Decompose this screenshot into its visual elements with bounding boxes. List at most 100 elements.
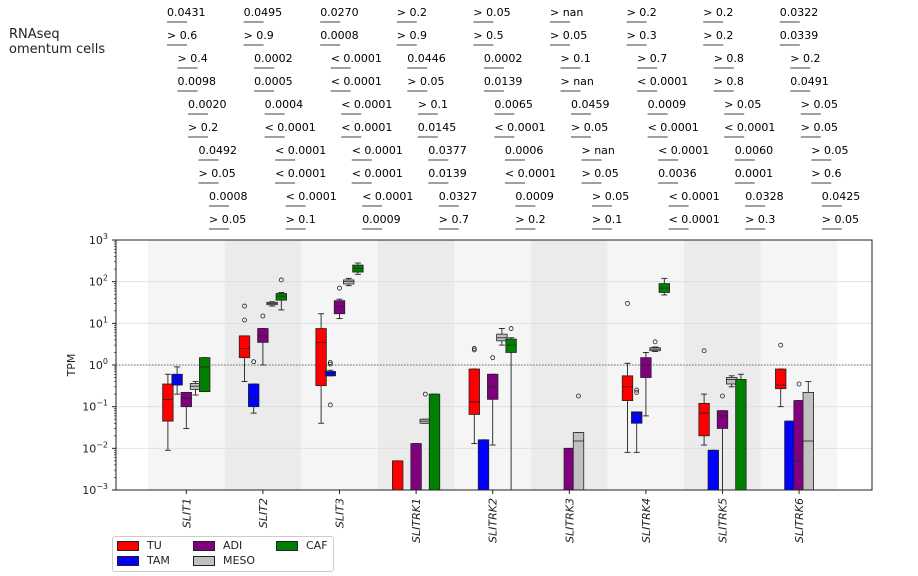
pvalue-slitrk5-9: > 0.3 — [745, 213, 775, 226]
pvalue-slitrk3-6: > nan — [582, 144, 615, 157]
box-body — [735, 379, 747, 491]
x-tick-label-slitrk5: SLITRK5 — [717, 498, 730, 543]
pvalue-slit1-7: > 0.05 — [199, 167, 236, 180]
pvalue-slit2-5: < 0.0001 — [265, 121, 316, 134]
box-body — [631, 411, 643, 424]
pvalue-slitrk5-1: > 0.2 — [703, 29, 733, 42]
pvalue-slitrk5-0: > 0.2 — [703, 6, 733, 19]
pvalue-slitrk3-3: > nan — [561, 75, 594, 88]
pvalue-slit1-6: 0.0492 — [199, 144, 238, 157]
outlier-0 — [634, 389, 640, 395]
pvalue-slit2-3: 0.0005 — [254, 75, 293, 88]
box-tu-slit1 — [162, 373, 174, 451]
pvalue-slitrk2-7: < 0.0001 — [505, 167, 556, 180]
y-tick-label-6: 103 — [89, 232, 108, 247]
pvalue-slitrk2-3: 0.0139 — [484, 75, 523, 88]
box-body — [315, 328, 327, 387]
box-body — [775, 368, 787, 390]
box-body — [180, 391, 192, 408]
box-body — [505, 338, 517, 353]
pvalue-slitrk6-7: > 0.6 — [811, 167, 841, 180]
box-tu-slit2 — [238, 303, 251, 383]
legend-label-caf: CAF — [306, 539, 328, 552]
outlier-0 — [327, 361, 333, 367]
pvalue-slitrk5-7: 0.0001 — [735, 167, 774, 180]
pvalue-slit3-4: < 0.0001 — [341, 98, 392, 111]
pvalue-slit1-2: > 0.4 — [178, 52, 208, 65]
pvalue-slit1-1: > 0.6 — [167, 29, 197, 42]
legend-item-tu: TU — [117, 539, 162, 552]
pvalue-slit3-1: 0.0008 — [320, 29, 359, 42]
outlier-0 — [422, 391, 428, 397]
x-tick-label-slitrk2: SLITRK2 — [487, 498, 500, 543]
axes-layer: 10−3 10−2 10−1 100 101 102 103 TPM SLIT1 SLIT2 SLI… — [65, 232, 873, 543]
box-meso-slitrk4 — [649, 339, 661, 353]
pvalue-slit3-0: 0.0270 — [320, 6, 359, 19]
pvalue-slitrk4-7: 0.0036 — [658, 167, 697, 180]
outlier-0 — [701, 348, 707, 354]
pvalue-slit3-2: < 0.0001 — [331, 52, 382, 65]
pvalue-slitrk5-5: < 0.0001 — [724, 121, 775, 134]
pvalue-slit2-7: < 0.0001 — [275, 167, 326, 180]
box-tu-slitrk6 — [775, 342, 787, 408]
box-body — [707, 449, 719, 491]
box-caf-slitrk4 — [658, 277, 670, 296]
y-tick-label-0: 10−3 — [82, 482, 108, 497]
box-body — [468, 368, 480, 415]
x-tick-label-slit1: SLIT1 — [180, 498, 193, 528]
pvalue-slit1-8: 0.0008 — [209, 190, 248, 203]
legend-label-tu: TU — [147, 539, 162, 552]
legend-label-tam: TAM — [147, 554, 170, 567]
pvalue-slitrk3-0: > nan — [550, 6, 583, 19]
legend-swatch-tu — [117, 541, 139, 551]
pvalue-slitrk4-0: > 0.2 — [627, 6, 657, 19]
box-meso-slit3 — [343, 277, 355, 287]
pvalue-slitrk3-4: 0.0459 — [571, 98, 610, 111]
pvalue-slitrk1-9: > 0.7 — [439, 213, 469, 226]
outlier-0 — [576, 393, 581, 399]
pvalue-slit1-3: 0.0098 — [178, 75, 217, 88]
outlier-0 — [778, 342, 784, 348]
pvalue-slitrk2-2: 0.0002 — [484, 52, 523, 65]
box-caf-slit1 — [199, 357, 211, 393]
legend-item-meso: MESO — [193, 554, 255, 567]
box-tam-slitrk2 — [477, 439, 490, 491]
pvalue-slitrk3-7: > 0.05 — [582, 167, 619, 180]
box-body — [275, 293, 287, 301]
box-body — [477, 439, 490, 491]
box-body — [698, 402, 710, 437]
pvalue-slitrk1-6: 0.0377 — [428, 144, 467, 157]
outlier-1 — [634, 387, 640, 393]
outlier-1 — [242, 303, 247, 309]
box-adi-slitrk1 — [410, 443, 422, 491]
box-tam-slit2 — [248, 359, 260, 414]
pvalue-slitrk3-2: > 0.1 — [561, 52, 591, 65]
legend-item-adi: ADI — [193, 539, 242, 552]
box-body — [324, 371, 336, 377]
box-meso-slit2 — [266, 301, 278, 307]
pvalue-slitrk4-9: < 0.0001 — [669, 213, 720, 226]
y-axis-label: TPM — [65, 354, 78, 378]
boxes-layer — [162, 262, 814, 491]
box-caf-slitrk2 — [505, 326, 517, 490]
pvalue-slitrk4-8: < 0.0001 — [669, 190, 720, 203]
pvalue-slitrk1-4: > 0.1 — [418, 98, 448, 111]
pvalue-slitrk2-4: 0.0065 — [494, 98, 533, 111]
x-tick-label-slitrk3: SLITRK3 — [563, 498, 576, 543]
box-body — [257, 328, 269, 343]
pvalue-slit2-8: < 0.0001 — [286, 190, 337, 203]
box-caf-slit2 — [275, 277, 287, 311]
pvalue-slitrk2-1: > 0.5 — [473, 29, 503, 42]
pvalue-slit3-5: < 0.0001 — [341, 121, 392, 134]
box-body — [238, 335, 251, 359]
outlier-0 — [508, 326, 514, 331]
legend-label-meso: MESO — [223, 554, 256, 567]
legend-item-caf: CAF — [276, 539, 328, 552]
box-meso-slitrk5 — [726, 375, 738, 388]
box-body — [716, 410, 729, 429]
pvalue-slitrk5-4: > 0.05 — [724, 98, 761, 111]
pvalue-slitrk1-5: 0.0145 — [418, 121, 457, 134]
pvalue-slit1-0: 0.0431 — [167, 6, 206, 19]
box-body — [392, 460, 404, 491]
outlier-0 — [337, 285, 342, 291]
